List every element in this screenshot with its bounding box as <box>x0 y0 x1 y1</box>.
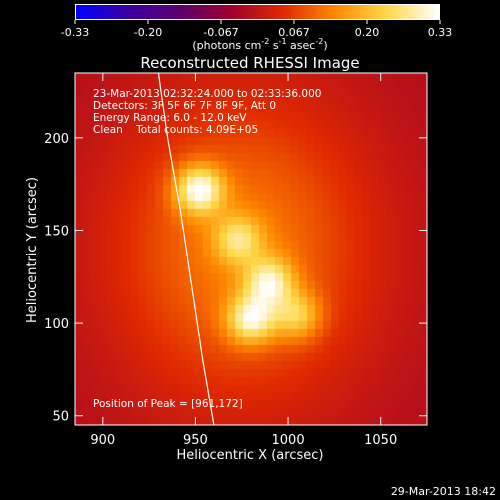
x-axis-label: Heliocentric X (arcsec) <box>177 448 324 463</box>
colorbar-tick-label: 0.33 <box>428 26 453 39</box>
annotation-energy: Energy Range: 6.0 - 12.0 keV <box>93 112 247 124</box>
annotation-clean: Clean Total counts: 4.09E+05 <box>93 124 258 136</box>
y-tick-label: 200 <box>44 132 69 147</box>
plot-frame <box>74 72 428 426</box>
x-tick-label: 900 <box>90 433 115 448</box>
y-tick-label: 150 <box>44 224 69 239</box>
annotation-time: 23-Mar-2013 02:32:24.000 to 02:33:36.000 <box>93 88 321 100</box>
colorbar-tick-label: 0.067 <box>278 26 310 39</box>
chart-title: Reconstructed RHESSI Image <box>140 54 359 72</box>
colorbar-tick-label: -0.33 <box>61 26 89 39</box>
colorbar-tick-label: -0.20 <box>134 26 162 39</box>
y-tick-label: 50 <box>52 410 69 425</box>
colorbar-gradient <box>75 4 440 20</box>
x-tick-label: 1000 <box>272 433 305 448</box>
y-tick-label: 100 <box>44 317 69 332</box>
footer-timestamp: 29-Mar-2013 18:42 <box>391 485 496 498</box>
colorbar-tick-label: 0.20 <box>355 26 380 39</box>
colorbar-tick-label: -0.067 <box>203 26 238 39</box>
solar-limb-line <box>157 72 215 426</box>
heatmap-image <box>75 73 427 425</box>
colorbar-units: (photons cm-2 s-1 asec-2) <box>192 37 327 52</box>
y-axis-label: Heliocentric Y (arcsec) <box>25 177 40 323</box>
annotation-peak: Position of Peak = [961,172] <box>93 398 243 410</box>
annotation-detectors: Detectors: 3F 5F 6F 7F 8F 9F, Att 0 <box>93 100 276 112</box>
x-tick-label: 1050 <box>364 433 397 448</box>
x-tick-label: 950 <box>183 433 208 448</box>
